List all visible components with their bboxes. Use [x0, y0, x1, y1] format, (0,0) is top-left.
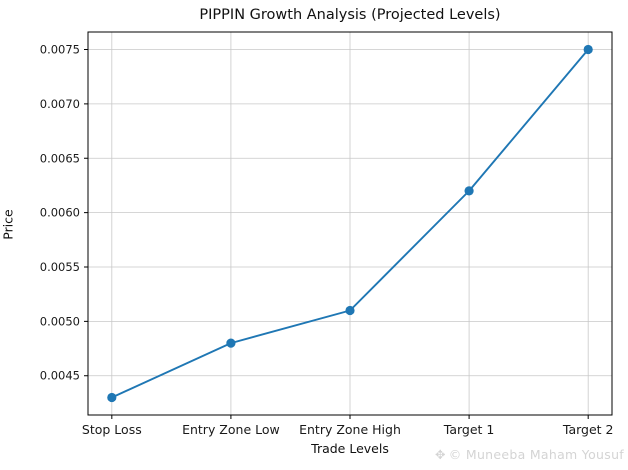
watermark-text: © Muneeba Maham Yousuf — [448, 447, 624, 462]
y-tick-label: 0.0065 — [40, 151, 80, 165]
x-tick-label: Entry Zone Low — [182, 422, 280, 437]
x-tick-label: Target 1 — [443, 422, 495, 437]
y-axis-label: Price — [0, 209, 16, 240]
x-axis-label: Trade Levels — [311, 441, 389, 456]
chart-title: PIPPIN Growth Analysis (Projected Levels… — [199, 7, 501, 23]
y-tick-label: 0.0060 — [40, 206, 80, 220]
y-tick-label: 0.0075 — [40, 43, 80, 57]
watermark-ornament-icon: ✥ — [435, 447, 446, 462]
data-point-marker — [583, 44, 593, 55]
data-point-marker — [345, 305, 355, 316]
data-point-marker — [107, 392, 117, 403]
watermark: ✥ © Muneeba Maham Yousuf — [435, 447, 624, 462]
y-tick-label: 0.0070 — [40, 97, 80, 111]
y-tick-label: 0.0055 — [40, 260, 80, 274]
x-tick-label: Target 2 — [562, 422, 614, 437]
y-tick-label: 0.0050 — [40, 314, 80, 328]
y-tick-label: 0.0045 — [40, 369, 80, 383]
data-point-marker — [226, 338, 236, 348]
x-tick-label: Entry Zone High — [299, 422, 401, 437]
data-point-marker — [464, 186, 474, 196]
x-tick-label: Stop Loss — [82, 422, 142, 437]
